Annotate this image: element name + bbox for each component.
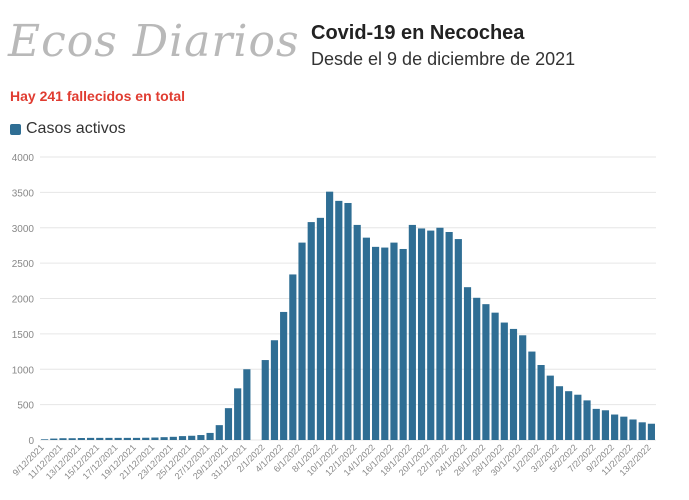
bar[interactable]: 6/1/2022: 2790: [298, 242, 306, 440]
bar[interactable]: 16/12/2021: 30: [105, 437, 113, 440]
bar[interactable]: 31/1/2022: 1250: [528, 351, 536, 440]
bar[interactable]: 10/12/2021: 20: [50, 438, 58, 440]
bar[interactable]: 30/1/2022: 1480: [519, 335, 527, 440]
bar[interactable]: 12/12/2021: 25: [68, 438, 76, 440]
bar[interactable]: 11/1/2022: 3350: [344, 202, 352, 440]
bar[interactable]: 25/12/2021: 60: [188, 435, 196, 440]
bar[interactable]: 9/1/2022: 3510: [326, 191, 334, 440]
logo: Ecos Diarios: [8, 16, 300, 67]
bar[interactable]: 19/12/2021: 30: [132, 437, 141, 440]
bar[interactable]: 14/1/2022: 2730: [371, 246, 380, 440]
bar[interactable]: 13/2/2022: 230: [647, 423, 655, 440]
bar[interactable]: 4/2/2022: 690: [565, 391, 573, 440]
bar[interactable]: 21/1/2022: 3000: [436, 227, 444, 440]
bar[interactable]: 21/12/2021: 35: [151, 437, 159, 440]
bar[interactable]: 2/2/2022: 910: [546, 375, 554, 440]
bar[interactable]: 5/2/2022: 640: [574, 394, 582, 440]
bar[interactable]: 3/2/2022: 760: [555, 386, 564, 440]
bar[interactable]: 20/12/2021: 32: [142, 437, 150, 440]
bar[interactable]: 16/1/2022: 2790: [390, 242, 398, 440]
bar[interactable]: 10/2/2022: 330: [620, 416, 628, 440]
bar[interactable]: 1/2/2022: 1060: [537, 365, 545, 440]
bar[interactable]: 28/1/2022: 1660: [500, 322, 508, 440]
bar[interactable]: 17/1/2022: 2700: [399, 248, 407, 440]
y-axis: 0 500 1000 1500 2000 2500 3000 3500 4000: [12, 153, 35, 447]
bar[interactable]: 24/12/2021: 55: [178, 436, 187, 440]
y-tick-label: 3500: [12, 188, 35, 199]
bar[interactable]: 26/12/2021: 70: [197, 435, 205, 440]
bar[interactable]: 31/12/2021: 1000: [243, 369, 251, 440]
y-tick-label: 3000: [12, 224, 35, 235]
legend-swatch: [10, 123, 21, 135]
deaths-note: Hay 241 fallecidos en total: [10, 88, 186, 104]
bar[interactable]: 27/1/2022: 1800: [491, 312, 499, 440]
bar[interactable]: 10/1/2022: 3380: [335, 200, 343, 440]
bar[interactable]: 19/1/2022: 2990: [417, 228, 426, 440]
bar[interactable]: 25/1/2022: 2010: [473, 297, 481, 440]
bar[interactable]: 18/1/2022: 3040: [408, 224, 416, 440]
y-tick-label: 1000: [12, 365, 35, 376]
legend-label: Casos activos: [26, 120, 126, 137]
bar[interactable]: 28/12/2021: 210: [215, 425, 223, 440]
bar[interactable]: 7/1/2022: 3080: [307, 222, 315, 440]
x-axis: 9/12/202111/12/202113/12/202115/12/20211…: [11, 442, 653, 481]
chart-subtitle: Desde el 9 de diciembre de 2021: [311, 49, 576, 69]
bar[interactable]: 13/1/2022: 2860: [362, 237, 370, 440]
bar[interactable]: 23/12/2021: 45: [169, 436, 177, 440]
y-tick-label: 0: [28, 436, 34, 447]
bar[interactable]: 29/1/2022: 1570: [509, 328, 518, 440]
bar[interactable]: 9/2/2022: 360: [611, 414, 619, 440]
bar[interactable]: 6/2/2022: 560: [583, 400, 591, 440]
bar[interactable]: 26/1/2022: 1920: [482, 304, 490, 440]
bar[interactable]: 17/12/2021: 30: [114, 437, 122, 440]
bar[interactable]: 7/2/2022: 440: [592, 408, 600, 440]
bar[interactable]: 8/1/2022: 3140: [316, 217, 325, 440]
bar[interactable]: 22/12/2021: 40: [160, 437, 168, 440]
bar[interactable]: 23/1/2022: 2840: [454, 239, 462, 440]
y-tick-label: 1500: [12, 330, 35, 341]
bar[interactable]: 3/1/2022: 1410: [270, 340, 279, 440]
bar[interactable]: 27/12/2021: 100: [206, 432, 214, 440]
bar[interactable]: 12/1/2022: 3040: [353, 224, 361, 440]
bar[interactable]: 2/1/2022: 1130: [261, 360, 269, 440]
bar[interactable]: 8/2/2022: 420: [601, 410, 610, 440]
y-tick-label: 2000: [12, 295, 35, 306]
bar[interactable]: 4/1/2022: 1810: [280, 311, 288, 440]
bar[interactable]: 18/12/2021: 30: [123, 437, 131, 440]
bar[interactable]: 14/12/2021: 30: [86, 437, 95, 440]
bar[interactable]: 5/1/2022: 2340: [289, 274, 297, 440]
y-tick-label: 2500: [12, 259, 35, 270]
bar[interactable]: 15/12/2021: 30: [96, 437, 104, 440]
y-tick-label: 500: [17, 401, 34, 412]
bar[interactable]: 20/1/2022: 2960: [427, 230, 435, 440]
bar[interactable]: 11/12/2021: 25: [59, 438, 67, 440]
bar[interactable]: 15/1/2022: 2720: [381, 247, 389, 440]
chart-title: Covid-19 en Necochea: [311, 22, 525, 44]
bar[interactable]: 22/1/2022: 2940: [445, 231, 453, 440]
legend[interactable]: Casos activos: [10, 120, 126, 138]
bar[interactable]: 12/2/2022: 250: [638, 422, 646, 440]
bar[interactable]: 24/1/2022: 2160: [463, 287, 472, 440]
bar[interactable]: 9/12/2021: 10: [41, 439, 49, 440]
bar[interactable]: 30/12/2021: 730: [234, 388, 242, 440]
bars: 9/12/2021: 1010/12/2021: 2011/12/2021: 2…: [41, 191, 655, 440]
bar[interactable]: 13/12/2021: 28: [77, 438, 85, 440]
y-tick-label: 4000: [12, 153, 35, 164]
bar[interactable]: 29/12/2021: 450: [224, 408, 233, 440]
bar[interactable]: 11/2/2022: 290: [629, 419, 637, 440]
